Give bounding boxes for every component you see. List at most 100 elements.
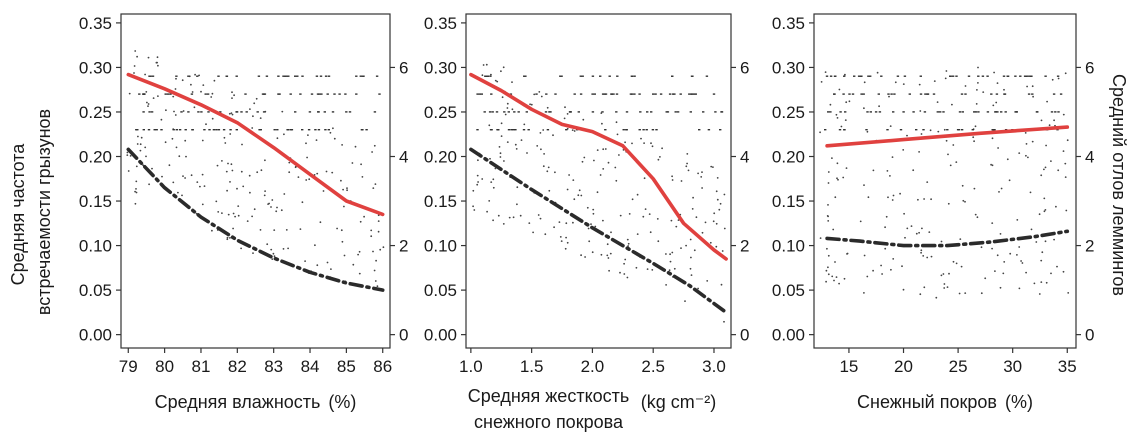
scatter-point [126,151,129,154]
scatter-point [540,95,543,98]
scatter-point [530,103,533,106]
scatter-point [544,233,547,236]
scatter-point [228,112,231,115]
scatter-point [187,111,190,113]
scatter-point [507,129,511,131]
scatter-point [942,273,945,275]
scatter-point [718,208,721,211]
scatter-point [625,111,629,113]
y-left-tick-label: 0.00 [772,326,805,345]
scatter-point [1040,174,1043,177]
scatter-point [608,75,611,77]
y-left-tick-label: 0.05 [79,281,112,300]
scatter-point [355,75,358,77]
x-tick-label: 35 [1058,357,1077,376]
scatter-point [866,275,869,278]
x-tick-label: 86 [373,357,392,376]
scatter-point [892,258,895,260]
scatter-point [919,293,922,296]
scatter-point [226,236,229,239]
scatter-point [659,93,663,95]
scatter-point [609,252,612,255]
scatter-point [972,136,975,139]
scatter-point [642,129,645,131]
scatter-point [264,190,266,193]
scatter-point [701,187,703,189]
scatter-point [618,154,620,156]
scatter-point [936,101,939,103]
scatter-point [720,283,723,286]
scatter-point [590,223,592,226]
scatter-point [892,111,895,113]
scatter-point [973,140,975,143]
scatter-point [1032,95,1034,98]
scatter-point [511,81,513,83]
scatter-point [697,287,699,290]
y-left-tick-label: 0.10 [79,237,112,256]
scatter-point [134,190,137,193]
y-left-tick-label: 0.05 [772,281,805,300]
scatter-point [197,111,200,113]
scatter-point [974,213,977,216]
scatter-point [715,222,718,225]
scatter-point [299,93,302,95]
rodent-trend-line [469,72,728,261]
scatter-point [358,250,361,253]
scatter-point [586,206,589,209]
scatter-point [374,183,377,186]
x-tick-label: 30 [1003,357,1022,376]
y-left-tick-label: 0.00 [424,326,457,345]
scatter-point [341,240,344,243]
scatter-point [974,125,977,128]
scatter-point [156,61,159,64]
scatter-point [1000,187,1003,190]
scatter-point [200,90,202,93]
scatter-point [1050,160,1052,163]
scatter-point [866,130,869,133]
scatter-point [235,75,238,77]
y-right-tick-label: 2 [1085,237,1094,256]
scatter-point [829,75,833,77]
scatter-point [231,169,234,172]
scatter-point [235,129,238,131]
scatter-point [231,97,233,99]
scatter-point [573,198,576,201]
scatter-point [958,111,962,113]
scatter-point [524,75,527,77]
scatter-point [204,93,207,95]
scatter-point [1038,293,1041,295]
scatter-point [201,139,204,142]
scatter-point [509,93,513,95]
panel-2: 0.00 0.05 0.10 0.15 0.20 0.25 0.30 0.35 0 2 4 6 1.0 1… [424,13,749,432]
scatter-point [276,129,279,131]
scatter-point [936,111,939,113]
scatter-point [346,189,348,192]
scatter-point [948,272,950,275]
x-axis-unit: (kg cm⁻²) [641,392,717,412]
scatter-point [266,243,269,246]
scatter-point [329,131,332,134]
scatter-point [701,171,703,174]
scatter-point [651,129,655,131]
scatter-point [825,280,827,283]
scatter-point [723,227,726,230]
scatter-point [491,111,494,113]
scatter-point [650,142,652,145]
scatter-point [844,119,847,121]
scatter-point [281,110,284,113]
scatter-point [259,129,262,131]
scatter-point [348,111,352,113]
scatter-point [539,217,542,220]
scatter-point [867,75,870,77]
scatter-point [579,93,583,95]
scatter-point [612,93,615,95]
scatter-point [638,129,641,131]
scatter-point [144,146,147,149]
scatter-point [648,213,651,216]
scatter-point [150,111,154,113]
scatter-point [580,254,582,257]
scatter-point [559,236,562,238]
scatter-point [906,227,909,230]
scatter-point [920,133,923,135]
plot-frame [465,13,732,349]
